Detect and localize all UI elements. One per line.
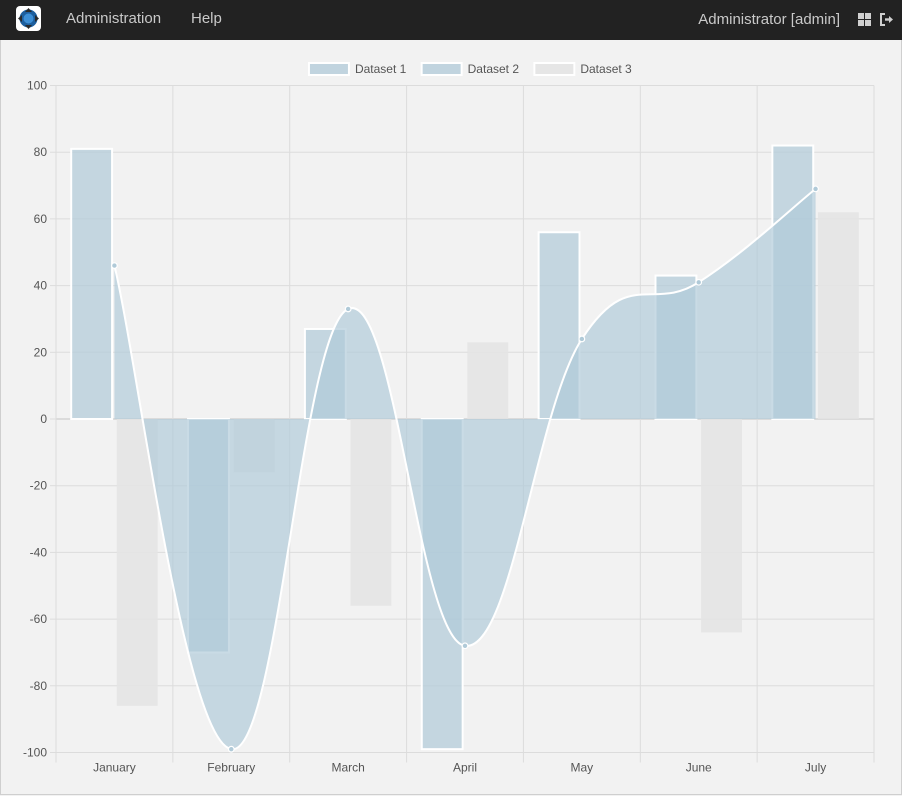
y-tick-label: 20 (34, 345, 48, 359)
dataset-2-point (344, 305, 352, 313)
x-tick-label: April (453, 761, 477, 775)
dataset-3-bar (467, 342, 509, 419)
y-tick-label: 60 (34, 212, 48, 226)
legend-label[interactable]: Dataset 3 (580, 62, 632, 76)
dataset-3-bar (817, 212, 859, 419)
x-tick-label: July (805, 761, 826, 775)
dataset-2-point (578, 335, 586, 343)
dataset-3-bar (350, 419, 392, 606)
dataset-2-point (111, 262, 118, 269)
y-tick-label: -80 (30, 679, 48, 693)
nav-administration-link[interactable]: Administration (66, 10, 162, 27)
y-tick-label: -40 (30, 545, 48, 559)
y-tick-label: -20 (30, 479, 48, 493)
x-tick-label: January (93, 761, 136, 775)
logout-icon[interactable] (880, 13, 893, 26)
top-navbar: Administration Help Administrator [admin… (0, 0, 902, 40)
grid-icon-graphic (858, 13, 871, 26)
y-tick-label: 100 (27, 79, 47, 93)
legend-swatch[interactable] (307, 62, 350, 76)
x-tick-label: May (571, 761, 594, 775)
dataset-2-point (812, 185, 819, 193)
dataset-2-point (227, 745, 235, 753)
legend-swatch[interactable] (533, 62, 576, 76)
y-tick-label: 80 (34, 145, 48, 159)
app-logo-icon[interactable] (16, 6, 41, 31)
dataset-2-area-fill (114, 188, 816, 750)
user-menu[interactable]: Administrator [admin] (698, 11, 840, 28)
legend-label[interactable]: Dataset 1 (355, 62, 407, 76)
x-tick-label: February (207, 761, 255, 775)
x-tick-label: March (331, 761, 364, 775)
dataset-2-area (113, 188, 817, 751)
dataset-2-point (695, 278, 703, 286)
grid-icon[interactable] (858, 13, 871, 26)
y-tick-label: 0 (40, 412, 47, 426)
y-tick-label: -60 (30, 612, 48, 626)
dataset-2-point (461, 642, 469, 650)
dataset-1-bar (70, 147, 114, 421)
logout-icon-graphic (880, 13, 893, 26)
legend: Dataset 1 Dataset 2 Dataset 3 (307, 62, 632, 76)
y-tick-label: -100 (23, 746, 47, 760)
axes: 100 80 60 40 20 0 -20 -40 -60 -80 -100 January Febru… (23, 79, 826, 775)
x-tick-label: June (686, 761, 712, 775)
y-tick-label: 40 (34, 279, 48, 293)
combo-chart: 100 80 60 40 20 0 -20 -40 -60 -80 -100 January Febru… (23, 62, 875, 775)
app-logo-graphic (18, 8, 39, 29)
dataset-2-line (113, 188, 817, 751)
legend-label[interactable]: Dataset 2 (468, 62, 520, 76)
dataset-2-points (111, 185, 819, 753)
legend-swatch[interactable] (420, 62, 463, 76)
nav-help-link[interactable]: Help (191, 10, 222, 27)
dataset-3-bar (701, 419, 742, 633)
